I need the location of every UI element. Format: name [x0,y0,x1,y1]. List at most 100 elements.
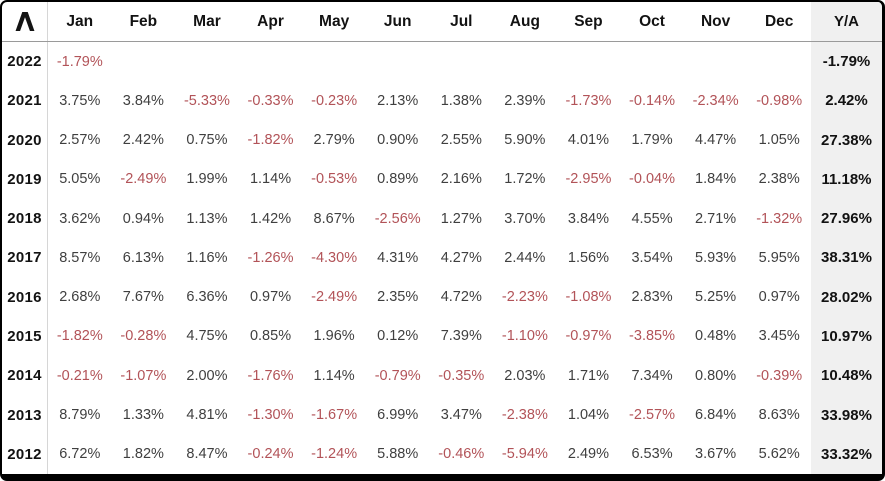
ya-cell: 27.38% [810,120,882,160]
ya-cell: 10.97% [810,316,882,357]
return-cell: 4.81% [186,407,228,424]
return-cell: -0.39% [756,367,803,384]
return-cell: 2.35% [377,289,419,306]
return-cell: -1.32% [756,210,803,227]
return-cell: -1.08% [565,289,612,306]
return-cell: 1.14% [313,367,355,384]
return-cell [747,42,811,81]
return-cell: -0.21% [56,367,103,384]
column-header-aug: Aug [509,12,540,30]
return-cell: 3.45% [758,328,800,345]
year-label: 2012 [2,434,48,474]
table-row-2014: 2014 -0.21% -1.07% 2.00% -1.76% 1.14% -0.79% -0… [2,356,882,396]
return-cell: 0.48% [695,328,737,345]
return-cell: 8.47% [186,446,228,463]
return-cell [429,42,493,81]
return-cell: 2.03% [504,367,546,384]
return-cell: 1.05% [758,132,800,149]
year-label: 2014 [2,356,48,396]
return-cell: 8.63% [758,407,800,424]
return-cell: 0.12% [377,328,419,345]
table-row-2021: 2021 3.75% 3.84% -5.33% -0.33% -0.23% 2.13% 1.3… [2,81,882,121]
return-cell: -0.28% [120,328,167,345]
return-cell: 6.72% [59,446,101,463]
year-label: 2018 [2,199,48,239]
year-label: 2015 [2,316,48,357]
return-cell: -1.67% [311,407,358,424]
return-cell: -1.82% [56,328,103,345]
return-cell: 3.47% [440,407,482,424]
return-cell: -0.98% [756,92,803,109]
return-cell: 8.79% [59,407,101,424]
year-label: 2021 [2,81,48,121]
return-cell: 3.67% [695,446,737,463]
ya-cell: 2.42% [810,81,882,121]
return-cell: 0.80% [695,367,737,384]
return-cell: -2.49% [311,289,358,306]
return-cell: 2.13% [377,92,419,109]
return-cell: 7.34% [631,367,673,384]
table-row-2018: 2018 3.62% 0.94% 1.13% 1.42% 8.67% -2.56% 1.27%… [2,199,882,239]
return-cell: -0.24% [247,446,294,463]
return-cell: -5.94% [501,446,548,463]
return-cell: -0.33% [247,92,294,109]
column-header-sep: Sep [574,12,603,30]
return-cell: 2.55% [440,132,482,149]
return-cell: 2.38% [758,171,800,188]
return-cell: 4.01% [567,132,609,149]
return-cell: 4.47% [695,132,737,149]
return-cell: 3.62% [59,210,101,227]
return-cell: 0.85% [249,328,292,345]
ya-cell: 33.98% [810,395,882,435]
return-cell: -2.95% [565,171,612,188]
return-cell: -1.76% [247,367,294,384]
column-header-dec: Dec [764,12,794,30]
return-cell: -1.26% [247,249,294,266]
return-cell: 2.83% [631,289,673,306]
return-cell: -0.35% [438,367,485,384]
return-cell: -0.53% [311,171,358,188]
ya-cell: -1.79% [810,42,882,82]
return-cell: 1.14% [249,171,292,188]
return-cell: 2.57% [59,132,101,149]
return-cell: 2.16% [440,171,482,188]
column-header-oct: Oct [639,12,665,30]
return-cell: 1.27% [440,210,482,227]
header-row: Jan Feb Mar Apr May Jun Jul Aug Sep Oct … [2,2,882,42]
return-cell: 3.70% [504,210,546,227]
return-cell: 6.99% [377,407,419,424]
return-cell: 7.67% [122,289,164,306]
ya-cell: 10.48% [810,356,882,396]
return-cell: -2.23% [501,289,548,306]
return-cell [620,42,684,81]
return-cell: -2.49% [120,171,167,188]
year-label: 2020 [2,120,48,160]
return-cell: 5.62% [758,446,800,463]
return-cell: 4.31% [377,249,419,266]
column-header-may: May [319,12,350,30]
return-cell: -0.04% [629,171,675,188]
return-cell: 1.84% [695,171,737,188]
column-header-nov: Nov [700,12,731,30]
return-cell: 5.25% [695,289,737,306]
return-cell: 3.54% [631,249,673,266]
return-cell: 1.72% [504,171,546,188]
return-cell: 0.90% [377,132,419,149]
return-cell: -0.23% [311,92,358,109]
column-header-apr: Apr [257,12,284,30]
return-cell: 1.79% [631,132,673,149]
return-cell: 6.36% [186,289,228,306]
table-row-2016: 2016 2.68% 7.67% 6.36% 0.97% -2.49% 2.35% 4.72%… [2,277,882,317]
return-cell: 1.38% [440,92,482,109]
return-cell [366,42,430,81]
logo-cell [2,2,48,41]
return-cell: -2.57% [629,407,675,424]
return-cell: -1.10% [501,328,548,345]
return-cell: 0.75% [186,132,228,149]
table-row-2015: 2015 -1.82% -0.28% 4.75% 0.85% 1.96% 0.12% 7.39… [2,316,882,357]
return-cell: -4.30% [311,249,358,266]
return-cell: 8.57% [59,249,101,266]
table-row-2019: 2019 5.05% -2.49% 1.99% 1.14% -0.53% 0.89% 2.16… [2,159,882,200]
return-cell: 1.71% [567,367,609,384]
return-cell: -1.82% [247,132,294,149]
